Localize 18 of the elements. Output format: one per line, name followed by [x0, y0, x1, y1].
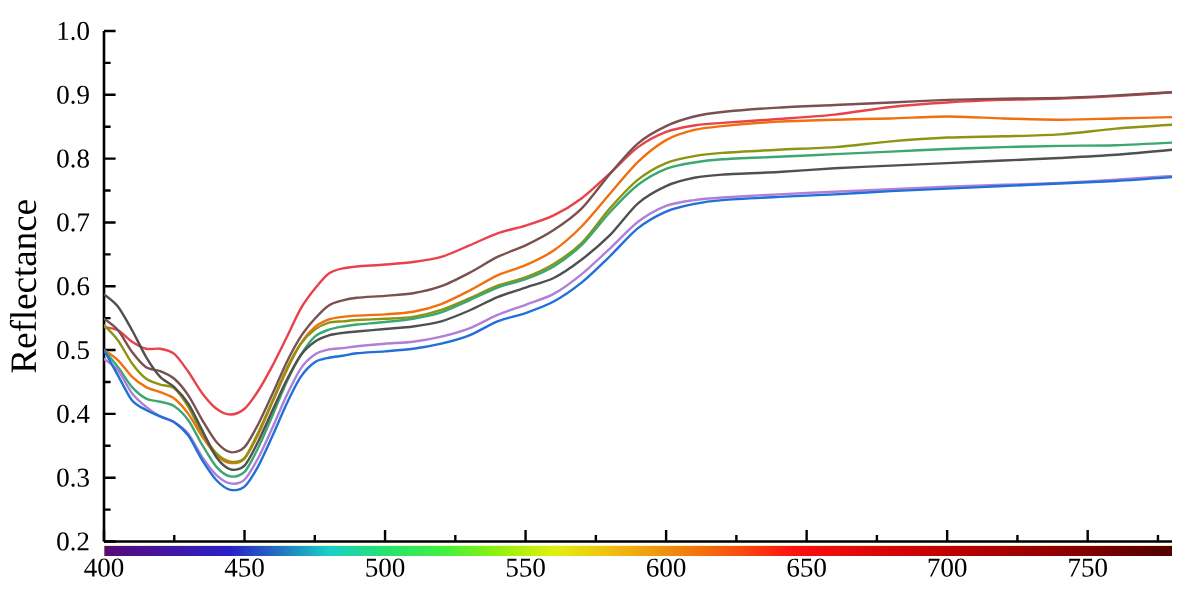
x-tick-label: 400 — [84, 558, 124, 577]
x-tick-label: 450 — [224, 558, 264, 577]
x-tick-label: 750 — [1069, 558, 1107, 577]
x-tick-label: 650 — [787, 558, 826, 577]
y-axis-title: Reflectance — [9, 200, 37, 373]
x-tick-label: 600 — [647, 558, 686, 577]
y-tick-label: 0.6 — [57, 277, 90, 296]
y-tick-label: 0.2 — [57, 532, 89, 551]
y-tick-label: 0.7 — [57, 213, 90, 232]
x-tick-label: 500 — [366, 558, 405, 577]
y-tick-label: 1.0 — [58, 21, 89, 41]
y-tick-label: 0.9 — [57, 85, 89, 104]
y-tick-label: 0.8 — [57, 149, 89, 168]
y-tick-label: 0.4 — [57, 404, 90, 424]
x-tick-label: 550 — [506, 558, 545, 577]
y-tick-label: 0.5 — [57, 340, 89, 360]
y-tick-label: 0.3 — [57, 468, 89, 487]
x-tick-label: 700 — [928, 558, 967, 577]
